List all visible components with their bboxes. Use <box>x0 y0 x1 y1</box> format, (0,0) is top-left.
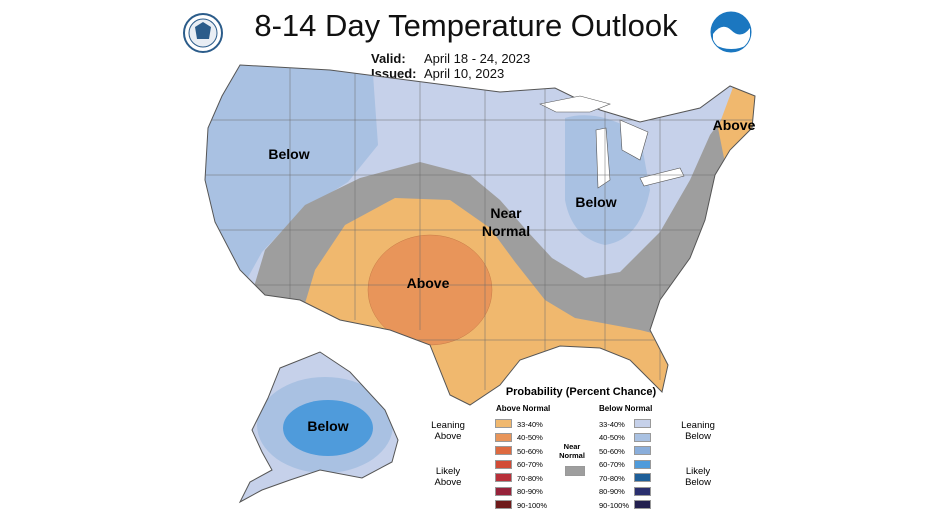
legend-below-range-4: 60-70% <box>599 460 625 469</box>
legend-likely-above: Likely Above <box>434 466 462 488</box>
legend-above-header: Above Normal <box>496 404 551 413</box>
legend-above-swatch-3 <box>495 446 512 455</box>
legend-below-header: Below Normal <box>599 404 653 413</box>
legend-above-range-3: 50-60% <box>517 446 543 456</box>
legend-below-range-2: 40-50% <box>599 433 625 442</box>
valid-value: April 18 - 24, 2023 <box>424 51 531 66</box>
legend-above-range-5: 70-80% <box>517 473 543 483</box>
legend-below-swatch-5 <box>634 473 651 482</box>
region-label-greatlakes-below: Below <box>575 194 616 210</box>
valid-dates: Valid: April 18 - 24, 2023 <box>371 51 530 66</box>
legend-below-range-5: 70-80% <box>599 473 625 483</box>
conus-shading <box>205 65 755 405</box>
seal-icon <box>183 13 223 53</box>
legend-likely-below: Likely Below <box>685 466 711 488</box>
legend-below-range-7: 90-100% <box>599 500 630 510</box>
legend-leaning-above: Leaning Above <box>431 420 465 442</box>
issued-value: April 10, 2023 <box>424 66 505 81</box>
legend-below-range-6: 80-90% <box>599 487 625 496</box>
valid-label: Valid: <box>371 51 406 66</box>
legend-leaning-below: Leaning Below <box>681 420 715 442</box>
legend-above-swatch-6 <box>495 486 512 496</box>
legend-above-range-7: 90-100% <box>517 500 548 510</box>
region-label-west-below: Below <box>268 146 309 162</box>
legend-near-normal-label: Near Normal <box>559 442 585 460</box>
region-label-northeast-above: Above <box>713 117 756 133</box>
legend-above-swatch-1 <box>495 419 512 428</box>
legend-below-swatch-3 <box>634 446 651 455</box>
issued-date: Issued: April 10, 2023 <box>371 66 504 81</box>
legend-below-swatch-2 <box>634 432 651 442</box>
map-title: 8-14 Day Temperature Outlook <box>254 8 678 43</box>
region-label-near-normal-2: Normal <box>482 223 530 239</box>
legend-below-swatch-6 <box>634 486 651 496</box>
legend-below-swatch-1 <box>634 419 651 428</box>
legend-above-range-4: 60-70% <box>517 460 543 469</box>
legend-near-normal-swatch <box>565 466 585 476</box>
legend-below-swatch-7 <box>634 500 651 509</box>
legend-above-range-6: 80-90% <box>517 487 543 496</box>
region-label-near-normal-1: Near <box>490 205 522 221</box>
legend-above-swatch-2 <box>495 432 512 442</box>
legend-above-range-2: 40-50% <box>517 433 543 442</box>
legend-below-range-3: 50-60% <box>599 446 625 456</box>
region-label-plains-above: Above <box>407 275 450 291</box>
legend-above-swatch-4 <box>495 459 512 469</box>
legend-below-swatch-4 <box>634 459 651 469</box>
probability-legend: Probability (Percent Chance) Above Norma… <box>431 386 726 516</box>
region-label-alaska-below: Below <box>307 418 348 434</box>
great-lakes <box>539 95 685 189</box>
noaa-logo-icon <box>710 11 752 53</box>
legend-above-swatch-7 <box>495 500 512 509</box>
legend-above-swatch-5 <box>495 473 512 482</box>
legend-title: Probability (Percent Chance) <box>505 386 657 398</box>
legend-below-range-1: 33-40% <box>599 419 625 429</box>
legend-above-range-1: 33-40% <box>517 419 543 429</box>
